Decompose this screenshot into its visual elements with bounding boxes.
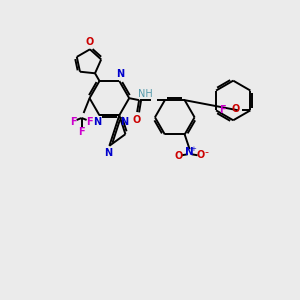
Text: F: F	[70, 117, 77, 127]
Text: O: O	[86, 37, 94, 47]
Text: F: F	[86, 117, 93, 127]
Text: N: N	[93, 117, 102, 127]
Text: +: +	[191, 146, 197, 152]
Text: F: F	[78, 127, 85, 137]
Text: N: N	[120, 117, 128, 127]
Text: -: -	[205, 147, 208, 157]
Text: O: O	[196, 150, 205, 160]
Text: N: N	[185, 147, 194, 157]
Text: O: O	[175, 151, 183, 161]
Text: NH: NH	[138, 89, 153, 99]
Text: O: O	[133, 115, 141, 125]
Text: O: O	[231, 104, 239, 114]
Text: F: F	[219, 105, 226, 116]
Text: N: N	[116, 69, 124, 79]
Text: N: N	[104, 148, 112, 158]
